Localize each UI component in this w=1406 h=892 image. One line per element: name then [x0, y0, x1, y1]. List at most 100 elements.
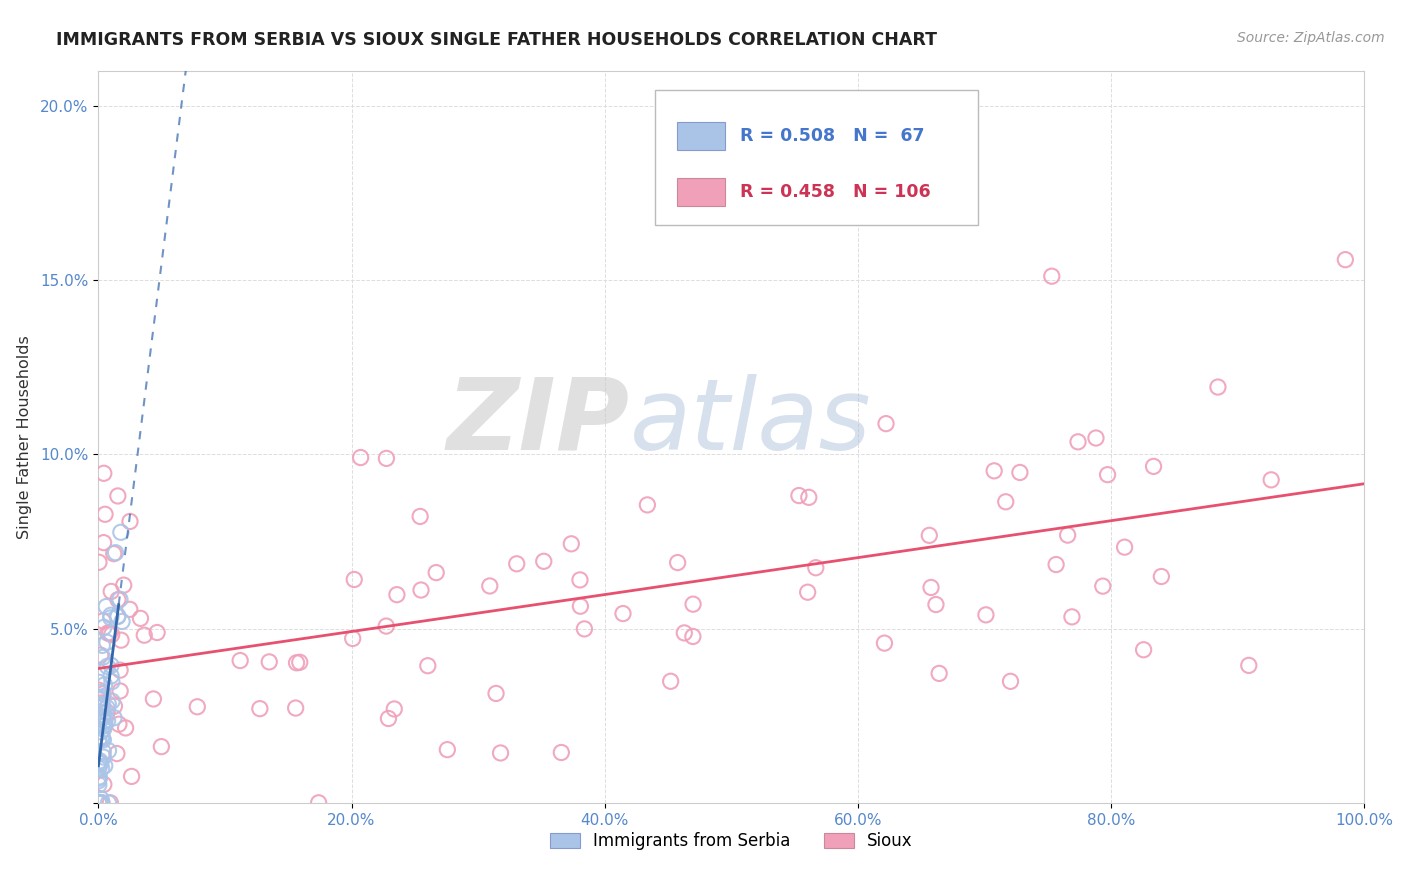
Point	[436, 742, 458, 756]
Point	[804, 560, 827, 574]
Point	[100, 627, 122, 641]
Point	[87, 796, 110, 810]
Point	[918, 528, 941, 542]
Point	[375, 451, 398, 466]
Point	[186, 699, 208, 714]
Point	[96, 701, 118, 715]
Point	[377, 711, 399, 725]
Point	[1045, 558, 1067, 572]
Point	[150, 739, 173, 754]
Point	[925, 598, 948, 612]
Point	[974, 607, 997, 622]
Point	[93, 678, 115, 692]
Point	[142, 692, 165, 706]
Point	[416, 658, 439, 673]
Point	[90, 792, 112, 806]
Point	[93, 732, 115, 747]
Point	[101, 674, 124, 689]
Point	[108, 592, 131, 607]
Point	[91, 687, 114, 701]
Point	[1114, 540, 1136, 554]
Point	[90, 796, 112, 810]
Point	[87, 756, 110, 770]
Point	[1142, 459, 1164, 474]
Point	[89, 675, 111, 690]
Point	[129, 611, 152, 625]
Point	[485, 686, 508, 700]
Point	[506, 557, 529, 571]
Point	[994, 495, 1017, 509]
Point	[118, 515, 141, 529]
Point	[682, 597, 704, 611]
Point	[90, 796, 112, 810]
Point	[91, 650, 114, 665]
Point	[1067, 434, 1090, 449]
Point	[533, 554, 555, 568]
Point	[100, 611, 122, 625]
Point	[90, 796, 112, 810]
Point	[91, 745, 114, 759]
Point	[550, 746, 572, 760]
Point	[103, 547, 125, 561]
Point	[90, 696, 112, 710]
Point	[94, 508, 117, 522]
Point	[96, 635, 118, 649]
Point	[110, 525, 132, 540]
Text: atlas: atlas	[630, 374, 872, 471]
Point	[89, 754, 111, 768]
Point	[89, 796, 111, 810]
Point	[1060, 610, 1083, 624]
Point	[249, 701, 271, 715]
Point	[107, 592, 129, 607]
Point	[375, 619, 398, 633]
Point	[108, 717, 131, 731]
Point	[93, 758, 115, 772]
Point	[229, 654, 252, 668]
Point	[409, 582, 432, 597]
Point	[93, 719, 115, 733]
Point	[787, 489, 810, 503]
Point	[560, 537, 582, 551]
Point	[1150, 569, 1173, 583]
Point	[983, 464, 1005, 478]
Point	[89, 772, 111, 786]
Point	[920, 581, 942, 595]
Point	[1091, 579, 1114, 593]
Point	[93, 750, 115, 764]
Point	[97, 626, 120, 640]
Point	[382, 702, 405, 716]
Point	[96, 659, 118, 673]
FancyBboxPatch shape	[676, 122, 725, 150]
Point	[349, 450, 371, 465]
Point	[112, 578, 135, 592]
Point	[110, 633, 132, 648]
Point	[409, 509, 432, 524]
Point	[87, 778, 110, 792]
Point	[89, 796, 111, 810]
Point	[1008, 466, 1031, 480]
Point	[91, 614, 114, 628]
Point	[90, 711, 112, 725]
Point	[673, 626, 696, 640]
Point	[257, 655, 280, 669]
Point	[108, 663, 131, 677]
Point	[98, 796, 121, 810]
Point	[87, 773, 110, 788]
Point	[97, 714, 120, 728]
Point	[100, 584, 122, 599]
Point	[1206, 380, 1229, 394]
Point	[93, 777, 115, 791]
Point	[90, 698, 112, 712]
Point	[93, 722, 115, 736]
Point	[91, 690, 114, 705]
Point	[1000, 674, 1022, 689]
Point	[87, 555, 110, 569]
Y-axis label: Single Father Households: Single Father Households	[17, 335, 32, 539]
Point	[568, 573, 591, 587]
Point	[385, 588, 408, 602]
Point	[96, 705, 118, 719]
Point	[875, 417, 897, 431]
Point	[96, 599, 118, 614]
Point	[100, 658, 122, 673]
Point	[343, 573, 366, 587]
